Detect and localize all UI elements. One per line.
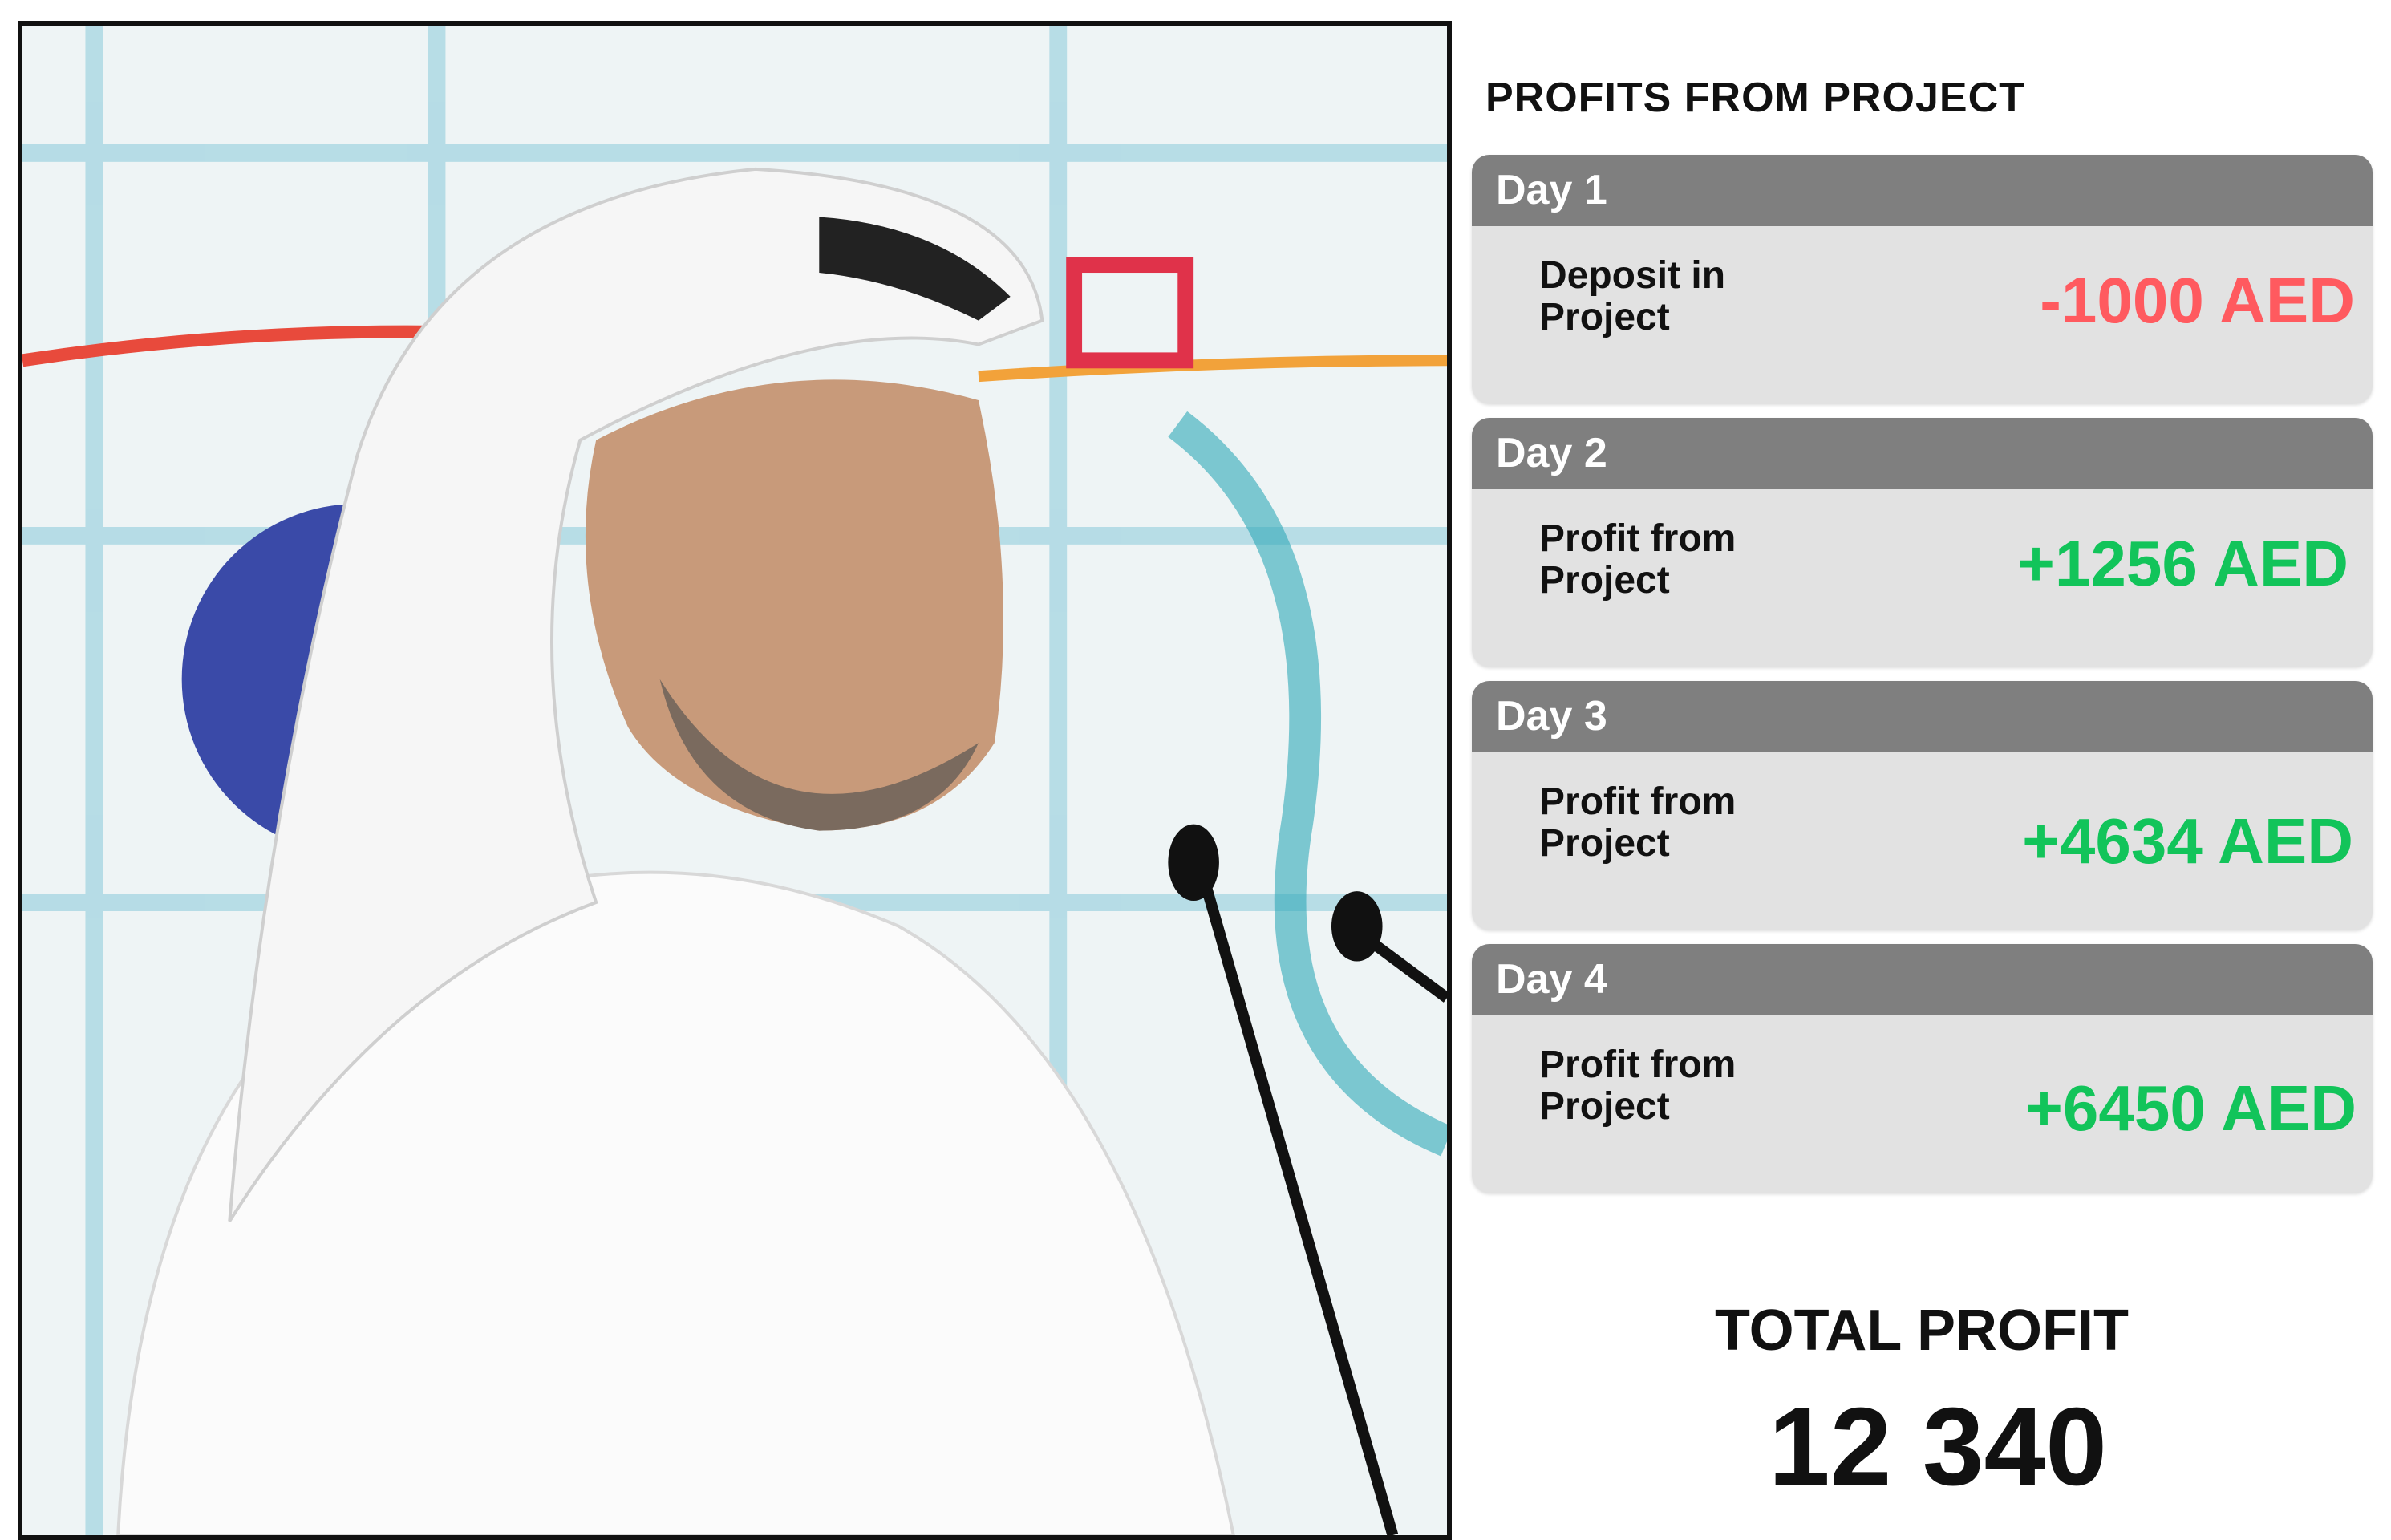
day-card: Day 4 Profit from Project +6450 AED: [1472, 944, 2373, 1193]
entry-amount: -1000 AED: [2040, 265, 2355, 336]
day-header: Day 1: [1472, 155, 2373, 226]
speaker-photo: [18, 21, 1452, 1540]
page-title: PROFITS FROM PROJECT: [1485, 75, 2025, 121]
entry-amount: +6450 AED: [2025, 1072, 2357, 1144]
day-card: Day 1 Deposit in Project -1000 AED: [1472, 155, 2373, 403]
entry-label: Profit from Project: [1539, 780, 1737, 865]
entry-amount: +4634 AED: [2022, 805, 2353, 877]
entry-label: Profit from Project: [1539, 517, 1737, 602]
entry-amount: +1256 AED: [2017, 528, 2348, 599]
day-card: Day 3 Profit from Project +4634 AED: [1472, 681, 2373, 930]
total-profit-label: TOTAL PROFIT: [1715, 1299, 2129, 1363]
day-card: Day 2 Profit from Project +1256 AED: [1472, 418, 2373, 667]
total-profit-value: 12 340: [1768, 1385, 2108, 1509]
speaker-illustration: [22, 26, 1447, 1535]
entry-label: Deposit in Project: [1539, 254, 1726, 338]
day-header: Day 3: [1472, 681, 2373, 752]
day-header: Day 2: [1472, 418, 2373, 489]
entry-label: Profit from Project: [1539, 1044, 1737, 1128]
day-header: Day 4: [1472, 944, 2373, 1015]
